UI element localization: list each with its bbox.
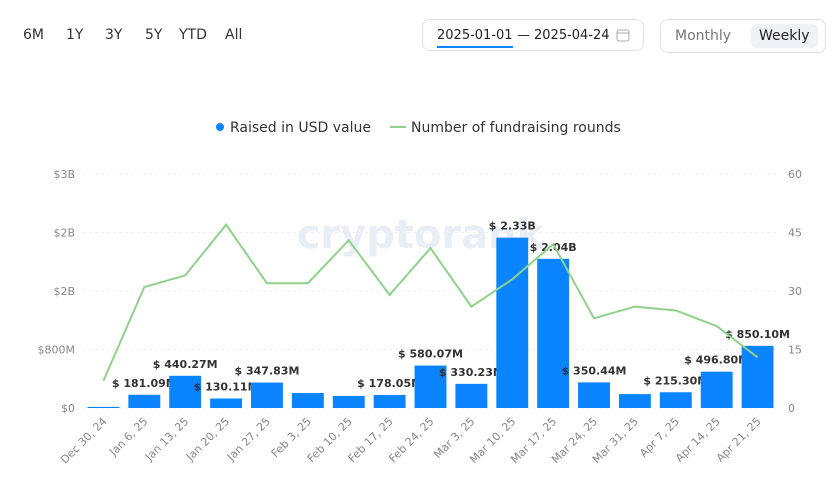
range-button[interactable]: YTD xyxy=(179,27,207,43)
bar xyxy=(87,406,120,408)
x-tick-label: Apr 21, 25 xyxy=(714,415,764,465)
value-label: $ 130.11M xyxy=(194,380,259,393)
x-tick-label: Mar 17, 25 xyxy=(508,415,559,466)
y2-tick-label: 30 xyxy=(788,285,802,298)
bar xyxy=(659,392,692,408)
value-label: $ 496.80M xyxy=(684,354,749,367)
x-tick-label: Mar 10, 25 xyxy=(467,415,518,466)
x-tick-label: Apr 7, 25 xyxy=(637,415,682,460)
value-label: $ 2.33B xyxy=(489,220,536,233)
value-label: $ 350.44M xyxy=(562,364,627,377)
x-tick-label: Mar 31, 25 xyxy=(590,415,641,466)
date-to[interactable]: 2025-04-24 xyxy=(534,28,610,43)
bar xyxy=(537,258,570,408)
bar xyxy=(455,383,488,408)
calendar-icon[interactable] xyxy=(616,28,630,42)
x-tick-label: Mar 3, 25 xyxy=(431,415,477,461)
x-tick-label: Apr 14, 25 xyxy=(673,415,723,465)
y-tick-label: $3B xyxy=(53,168,75,181)
date-separator: — xyxy=(517,28,530,43)
bar xyxy=(291,393,324,408)
range-button[interactable]: 1Y xyxy=(66,27,84,43)
line xyxy=(102,223,759,382)
bar xyxy=(496,237,529,408)
date-from[interactable]: 2025-01-01 xyxy=(437,28,513,48)
range-button[interactable]: 5Y xyxy=(145,27,163,43)
x-tick-label: Jan 13, 25 xyxy=(142,415,191,464)
value-label: $ 850.10M xyxy=(725,328,790,341)
bar xyxy=(251,382,283,408)
value-label: $ 347.83M xyxy=(235,365,300,378)
period-toggle: Monthly Weekly xyxy=(660,19,826,53)
value-label: $ 178.05M xyxy=(357,377,422,390)
x-tick-label: Feb 3, 25 xyxy=(269,415,314,460)
bar xyxy=(618,394,651,408)
legend-marker xyxy=(216,123,224,131)
x-tick-label: Jan 20, 25 xyxy=(183,415,232,464)
period-option[interactable]: Monthly xyxy=(675,28,732,44)
bar xyxy=(332,395,365,408)
y2-tick-label: 45 xyxy=(788,227,802,240)
x-tick-label: Dec 30, 24 xyxy=(58,415,109,466)
y-tick-label: $0 xyxy=(61,402,75,415)
bar xyxy=(128,394,161,408)
x-tick-label: Feb 10, 25 xyxy=(305,415,355,465)
bar xyxy=(700,371,733,408)
bar xyxy=(210,398,243,408)
bar xyxy=(578,382,610,408)
period-option[interactable]: Weekly xyxy=(751,24,818,48)
y-tick-label: $800M xyxy=(38,344,76,357)
x-tick-label: Jan 27, 25 xyxy=(224,415,273,464)
bar xyxy=(741,345,774,408)
legend-label: Number of fundraising rounds xyxy=(411,120,621,136)
x-tick-label: Feb 17, 25 xyxy=(346,415,396,465)
y2-tick-label: 15 xyxy=(788,344,802,357)
value-label: $ 580.07M xyxy=(398,348,463,361)
legend-label: Raised in USD value xyxy=(230,120,371,136)
x-tick-label: Feb 24, 25 xyxy=(386,415,436,465)
y2-tick-label: 60 xyxy=(788,168,802,181)
x-tick-label: Jan 6, 25 xyxy=(106,415,150,459)
y2-tick-label: 0 xyxy=(788,402,795,415)
watermark: cryptorank xyxy=(297,212,545,258)
bar xyxy=(373,394,406,408)
bar xyxy=(169,375,202,408)
value-label: $ 181.09M xyxy=(112,377,177,390)
value-label: $ 215.30M xyxy=(643,374,708,387)
range-button[interactable]: All xyxy=(225,27,243,43)
date-range: 2025-01-01 — 2025-04-24 xyxy=(422,19,644,51)
y-tick-label: $2B xyxy=(53,227,75,240)
x-tick-label: Mar 24, 25 xyxy=(549,415,600,466)
bar xyxy=(414,365,447,408)
range-button[interactable]: 6M xyxy=(23,27,44,43)
range-button[interactable]: 3Y xyxy=(105,27,123,43)
value-label: $ 330.23M xyxy=(439,366,504,379)
y-tick-label: $2B xyxy=(53,285,75,298)
value-label: $ 2.04B xyxy=(530,241,577,254)
value-label: $ 440.27M xyxy=(153,358,218,371)
